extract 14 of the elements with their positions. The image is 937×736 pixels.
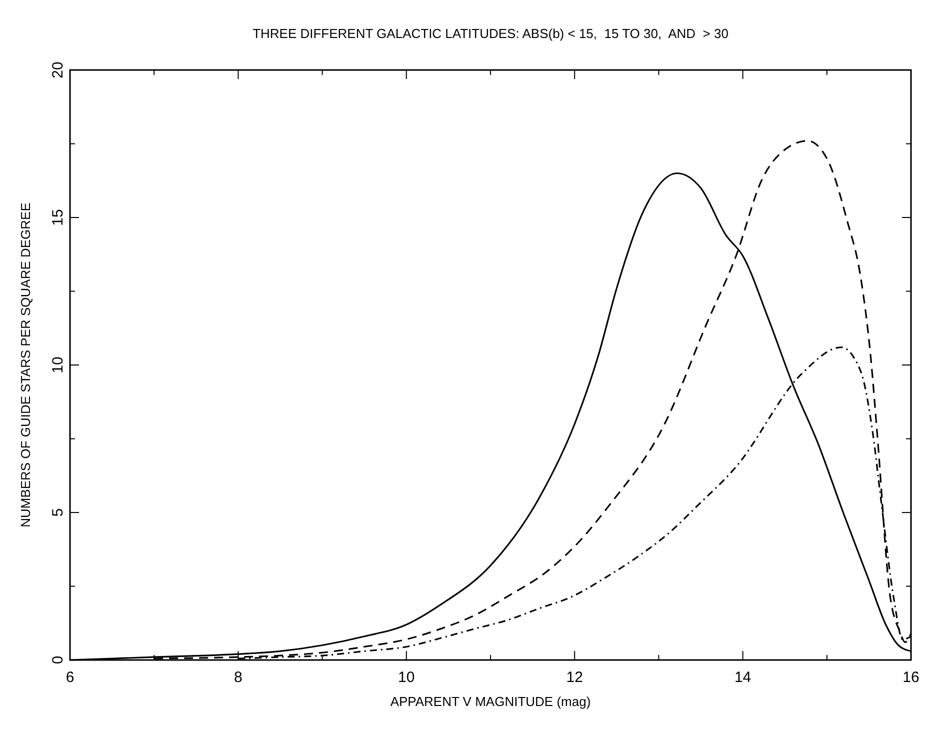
x-axis-title: APPARENT V MAGNITUDE (mag) xyxy=(390,694,591,709)
x-tick-label: 12 xyxy=(566,669,583,686)
x-tick-label: 10 xyxy=(398,669,415,686)
chart-title: THREE DIFFERENT GALACTIC LATITUDES: ABS(b) < 15, 15 TO 30, AND > 30 xyxy=(252,26,728,41)
y-tick-label: 20 xyxy=(50,62,66,78)
y-axis-title: NUMBERS OF GUIDE STARS PER SQUARE DEGREE xyxy=(18,202,33,528)
y-tick-label: 0 xyxy=(50,656,66,664)
y-tick-label: 5 xyxy=(50,508,66,517)
x-tick-label: 6 xyxy=(66,669,74,686)
y-tick-label: 15 xyxy=(50,209,66,226)
y-tick-label: 10 xyxy=(50,356,66,374)
x-tick-label: 16 xyxy=(902,669,920,686)
x-tick-label: 14 xyxy=(734,669,752,686)
x-tick-label: 8 xyxy=(234,669,242,686)
